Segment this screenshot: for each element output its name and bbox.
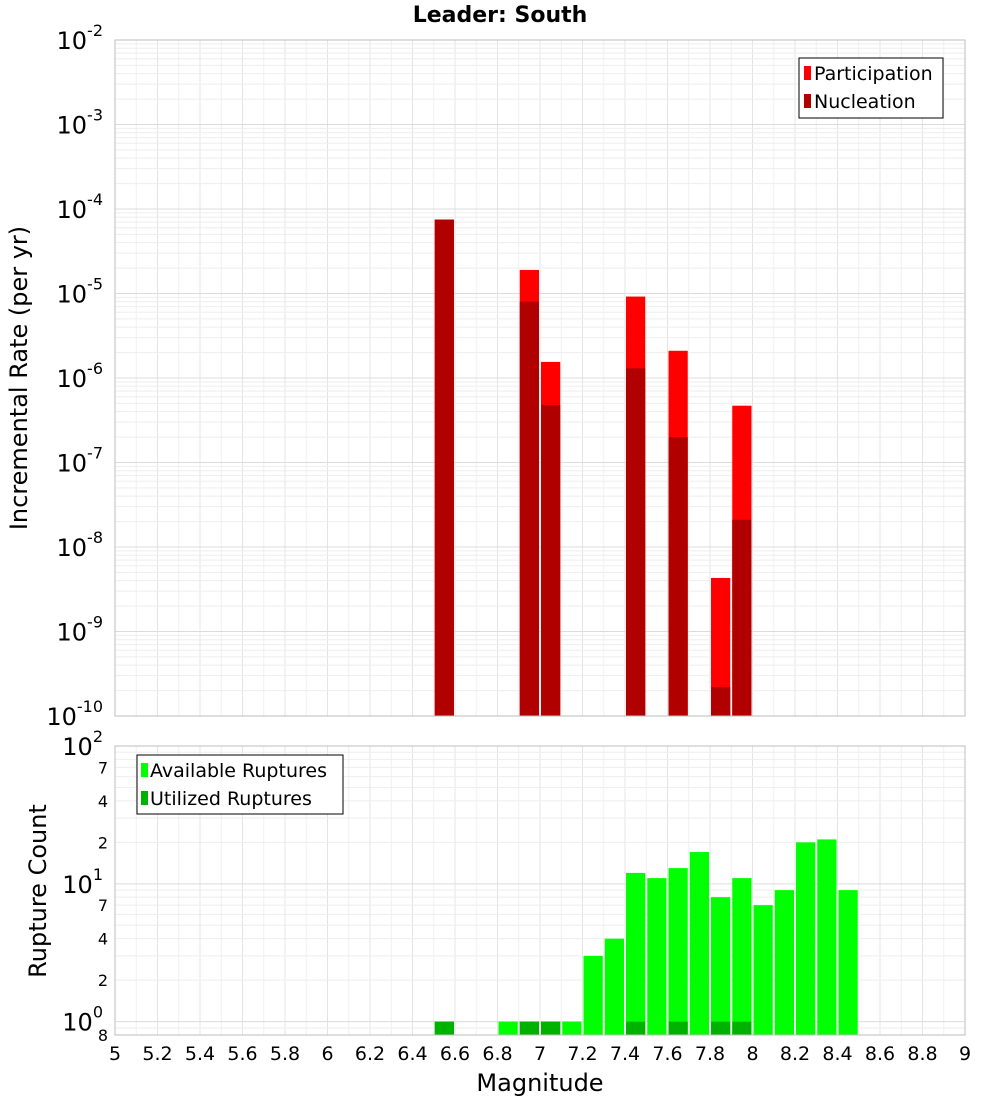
bar <box>541 1021 561 1035</box>
legend-swatch-utilized <box>141 791 148 805</box>
top-y-axis-label: Incremental Rate (per yr) <box>5 226 33 530</box>
x-tick-label: 5.6 <box>227 1043 257 1065</box>
y-tick-label: 10-8 <box>57 528 104 562</box>
bar <box>668 1021 688 1035</box>
bar <box>519 301 539 716</box>
x-tick-label: 6.2 <box>355 1043 385 1065</box>
top-legend-box <box>798 57 944 119</box>
legend-label-available: Available Ruptures <box>150 760 327 782</box>
legend-swatch-nucleation <box>804 94 811 108</box>
x-tick-label: 7.6 <box>652 1043 682 1065</box>
bar <box>732 519 752 716</box>
top-grid <box>114 40 966 717</box>
x-tick-label: 5 <box>109 1043 121 1065</box>
y-tick-label: 8 <box>98 1026 108 1045</box>
x-tick-label: 8 <box>746 1043 758 1065</box>
x-tick-label: 7 <box>534 1043 546 1065</box>
bar <box>753 905 773 1035</box>
top-y-ticks: 10-10 10-9 10-8 10-7 10-6 10-5 10-4 10-3 10-2 <box>46 21 103 731</box>
x-tick-label: 8.8 <box>907 1043 937 1065</box>
x-tick-label: 7.2 <box>567 1043 597 1065</box>
y-tick-label: 10-9 <box>57 613 104 647</box>
bottom-plot-border <box>114 745 966 1036</box>
top-legend: Participation Nucleation <box>798 57 944 119</box>
chart-title: Leader: South <box>413 3 588 28</box>
bar <box>541 404 561 716</box>
bar <box>434 219 454 717</box>
legend-swatch-participation <box>804 66 811 80</box>
bar <box>774 890 794 1035</box>
x-tick-label: 9 <box>959 1043 971 1065</box>
x-tick-label: 8.2 <box>780 1043 810 1065</box>
x-tick-label: 5.4 <box>185 1043 215 1065</box>
y-tick-label: 10-3 <box>57 106 104 140</box>
bar <box>434 1021 454 1035</box>
legend-label-nucleation: Nucleation <box>814 91 916 113</box>
bar <box>838 890 858 1035</box>
top-bars <box>434 219 752 717</box>
y-tick-label: 100 <box>62 1003 103 1037</box>
legend-label-participation: Participation <box>814 63 933 85</box>
x-axis-label: Magnitude <box>476 1069 603 1097</box>
bar <box>583 955 603 1035</box>
top-chart: 10-10 10-9 10-8 10-7 10-6 10-5 10-4 10-3 10-2 In… <box>5 21 966 731</box>
bar <box>626 872 646 1035</box>
x-tick-label: 6.8 <box>482 1043 512 1065</box>
x-tick-label: 5.8 <box>270 1043 300 1065</box>
bar <box>647 878 667 1035</box>
x-tick-label: 6.6 <box>440 1043 470 1065</box>
bottom-bars <box>434 839 858 1035</box>
x-tick-label: 8.4 <box>822 1043 852 1065</box>
bar <box>689 852 709 1035</box>
y-tick-label: 10-2 <box>57 21 104 55</box>
top-plot-border <box>114 39 966 717</box>
y-tick-label: 4 <box>98 930 108 949</box>
y-tick-label: 101 <box>62 865 103 899</box>
x-tick-label: 7.4 <box>610 1043 640 1065</box>
x-ticks: 5 5.2 5.4 5.6 5.8 6 6.2 6.4 6.6 6.8 7 7.2 7.4 7.6 7.8 8… <box>109 1043 971 1065</box>
x-tick-label: 8.6 <box>865 1043 895 1065</box>
y-tick-label: 7 <box>98 758 108 777</box>
y-tick-label: 7 <box>98 896 108 915</box>
bottom-legend-box <box>136 754 344 815</box>
y-tick-label: 10-5 <box>57 275 104 309</box>
x-tick-label: 7.8 <box>695 1043 725 1065</box>
y-tick-label: 10-7 <box>57 444 104 478</box>
bar <box>711 897 731 1035</box>
x-tick-label: 6 <box>321 1043 333 1065</box>
bar <box>796 842 816 1035</box>
y-tick-label: 102 <box>62 727 103 761</box>
bar <box>626 368 646 716</box>
bar <box>498 1021 518 1035</box>
bar <box>626 1021 646 1035</box>
y-tick-label: 10-6 <box>57 359 104 393</box>
bottom-y-axis-label: Rupture Count <box>24 804 52 978</box>
bar <box>562 1021 582 1035</box>
bar <box>732 878 752 1035</box>
bar <box>519 1021 539 1035</box>
y-tick-label: 2 <box>98 971 108 990</box>
legend-swatch-available <box>141 763 148 777</box>
bar <box>817 839 837 1035</box>
bar <box>668 437 688 716</box>
x-tick-label: 5.2 <box>142 1043 172 1065</box>
bar <box>604 938 624 1035</box>
bottom-legend: Available Ruptures Utilized Ruptures <box>136 754 344 815</box>
bar <box>711 577 731 716</box>
legend-label-utilized: Utilized Ruptures <box>150 788 312 810</box>
y-tick-label: 4 <box>98 792 108 811</box>
x-tick-label: 6.4 <box>397 1043 427 1065</box>
bar <box>732 1021 752 1035</box>
y-tick-label: 10-4 <box>57 190 104 224</box>
bar <box>711 1021 731 1035</box>
bar <box>711 687 731 716</box>
y-tick-label: 2 <box>98 833 108 852</box>
bar <box>668 868 688 1035</box>
y-tick-label: 10-10 <box>46 697 103 731</box>
